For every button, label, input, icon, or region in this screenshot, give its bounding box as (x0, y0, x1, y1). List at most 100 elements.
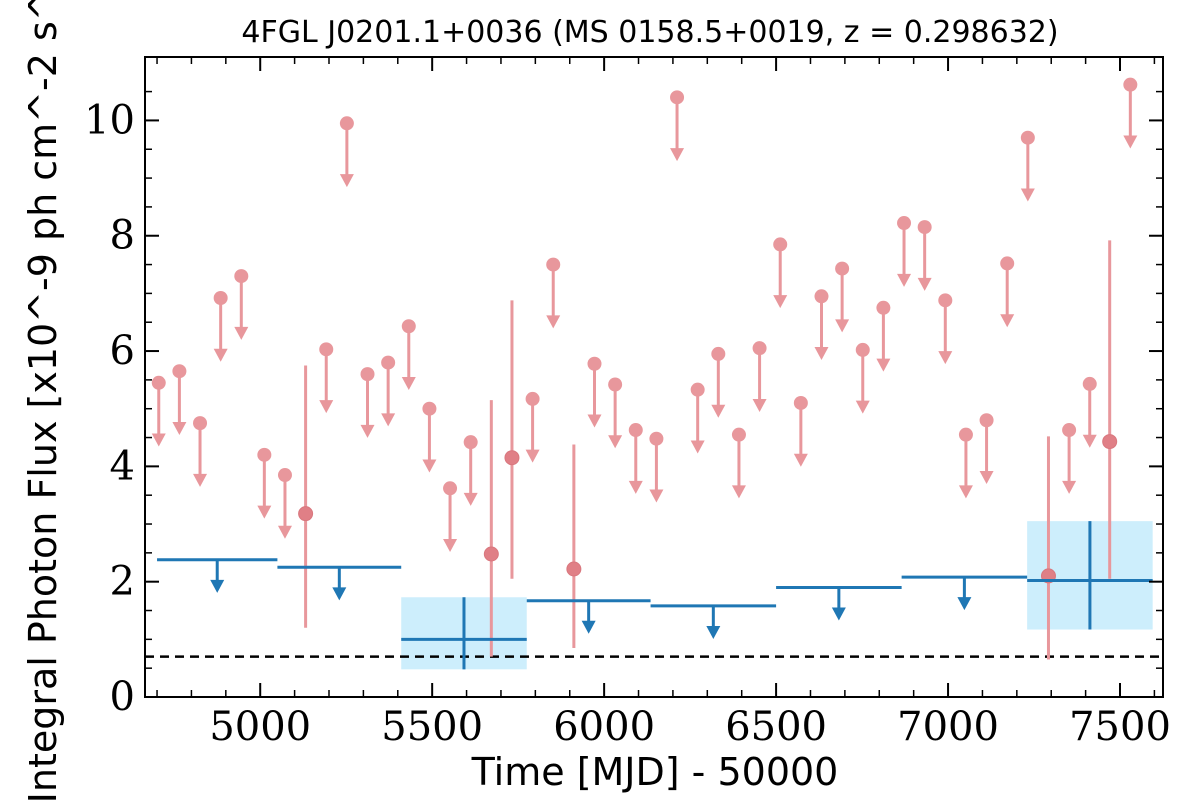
short-bin-upper-limit-arrow (463, 492, 478, 506)
short-bin-upper-limit-arrow (793, 453, 808, 467)
short-bin-upper-limit-arrow (628, 480, 643, 494)
short-bin-upper-limit-arrow (649, 489, 664, 503)
short-bin-upper-limit-arrow (979, 471, 994, 485)
short-bin-upper-limit-point (339, 116, 354, 131)
short-bin-upper-limit-point (151, 375, 166, 390)
short-bin-upper-limit-point (1062, 423, 1077, 438)
short-bin-upper-limit-arrow (257, 505, 272, 519)
long-bin-upper-limit-arrow (831, 607, 846, 621)
short-bin-upper-limit-point (773, 237, 788, 252)
y-tick-label: 0 (110, 674, 135, 720)
short-bin-upper-limit-arrow (422, 459, 437, 473)
short-bin-upper-limit-arrow (339, 174, 354, 188)
short-bin-upper-limit-point (1020, 130, 1035, 145)
short-bin-upper-limit-arrow (360, 424, 375, 438)
y-tick-label: 2 (110, 559, 135, 605)
short-bin-upper-limit-arrow (690, 440, 705, 454)
x-tick-label: 6000 (553, 704, 655, 750)
short-bin-upper-limit-point (193, 416, 208, 431)
short-bin-upper-limit-point (608, 377, 623, 392)
short-bin-upper-limit-point (360, 367, 375, 382)
short-bin-upper-limit-arrow (443, 539, 458, 553)
short-bin-upper-limit-arrow (711, 404, 726, 418)
short-bin-upper-limit-arrow (525, 449, 540, 463)
short-bin-upper-limit-arrow (608, 435, 623, 449)
short-bin-upper-limit-point (711, 346, 726, 361)
short-bin-upper-limit-arrow (752, 398, 767, 412)
short-bin-upper-limit-arrow (587, 414, 602, 428)
short-bin-upper-limit-point (752, 341, 767, 356)
short-bin-upper-limit-point (381, 355, 396, 370)
short-bin-upper-limit-arrow (876, 358, 891, 372)
long-bin-upper-limit-arrow (581, 620, 596, 634)
long-bin-upper-limit-arrow (210, 579, 225, 593)
short-bin-upper-limit-point (443, 481, 458, 496)
short-bin-upper-limit-point (690, 382, 705, 397)
short-bin-upper-limit-arrow (1020, 188, 1035, 202)
short-bin-upper-limit-point (277, 468, 292, 483)
long-bin-markers (157, 521, 1153, 670)
short-bin-upper-limit-arrow (172, 422, 187, 436)
short-bin-upper-limit-arrow (1082, 434, 1097, 448)
short-bin-detection-point (298, 506, 314, 522)
y-tick-label: 8 (110, 213, 135, 259)
x-tick-label: 7500 (1069, 704, 1171, 750)
y-tick-label: 10 (84, 97, 135, 143)
short-bin-detection-point (1102, 434, 1118, 450)
long-bin-upper-limit-arrow (957, 597, 972, 611)
x-tick-label: 5000 (209, 704, 311, 750)
short-bin-upper-limit-arrow (917, 277, 932, 291)
short-bin-upper-limit-point (587, 356, 602, 371)
short-bin-upper-limit-point (213, 291, 228, 306)
short-bin-upper-limit-arrow (151, 433, 166, 447)
short-bin-upper-limit-arrow (381, 413, 396, 427)
x-axis-label: Time [MJD] - 50000 (471, 750, 839, 794)
short-bin-upper-limit-point (401, 319, 416, 334)
short-bin-upper-limit-point (234, 269, 249, 284)
short-bin-upper-limit-point (649, 431, 664, 446)
axis-ticks: 5000 5500 6000 6500 7000 7500 0 2 4 6 8 10 (84, 57, 1171, 750)
short-bin-upper-limit-arrow (814, 347, 829, 361)
short-bin-upper-limit-point (172, 364, 187, 379)
short-bin-upper-limit-arrow (193, 473, 208, 487)
short-bin-upper-limit-arrow (1000, 314, 1015, 328)
short-bin-upper-limit-point (876, 300, 891, 315)
short-bin-upper-limit-arrow (234, 326, 249, 340)
short-bin-markers (151, 77, 1138, 660)
long-bin-bands (401, 521, 1153, 670)
y-axis-label: Integral Photon Flux [x10^-9 ph cm^-2 s^… (21, 0, 65, 800)
long-bin-upper-limit-arrow (706, 625, 721, 639)
short-bin-upper-limit-arrow (958, 485, 973, 499)
short-bin-upper-limit-point (979, 413, 994, 428)
short-bin-upper-limit-point (546, 257, 561, 272)
y-tick-label: 6 (110, 328, 135, 374)
short-bin-upper-limit-point (319, 342, 334, 357)
short-bin-upper-limit-point (628, 423, 643, 438)
plot-frame (144, 56, 1164, 698)
short-bin-upper-limit-arrow (670, 148, 685, 162)
short-bin-upper-limit-arrow (213, 348, 228, 362)
short-bin-upper-limit-arrow (1123, 135, 1138, 149)
short-bin-upper-limit-point (1123, 77, 1138, 92)
short-bin-upper-limit-point (731, 427, 746, 442)
short-bin-upper-limit-point (855, 342, 870, 357)
short-bin-upper-limit-arrow (835, 319, 850, 333)
y-tick-label: 4 (110, 443, 135, 489)
short-bin-upper-limit-arrow (897, 273, 912, 287)
short-bin-upper-limit-point (422, 401, 437, 416)
short-bin-upper-limit-arrow (319, 400, 334, 414)
short-bin-upper-limit-point (257, 447, 272, 462)
short-bin-upper-limit-point (897, 216, 912, 231)
short-bin-upper-limit-point (958, 427, 973, 442)
long-bin-upper-limit-arrow (332, 587, 347, 601)
short-bin-upper-limit-arrow (401, 377, 416, 391)
short-bin-upper-limit-arrow (277, 525, 292, 539)
short-bin-upper-limit-point (525, 391, 540, 406)
x-tick-label: 5500 (381, 704, 483, 750)
short-bin-detection-point (566, 561, 582, 577)
short-bin-upper-limit-arrow (546, 315, 561, 329)
short-bin-upper-limit-arrow (1062, 480, 1077, 494)
short-bin-detection-point (504, 450, 520, 466)
short-bin-upper-limit-arrow (855, 400, 870, 414)
